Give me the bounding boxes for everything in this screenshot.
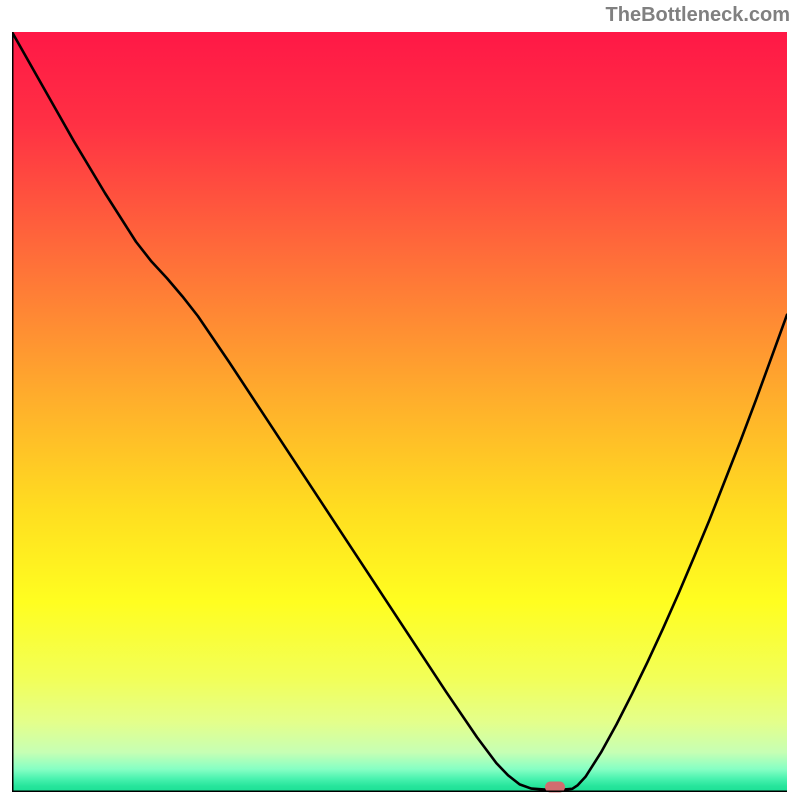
watermark-text: TheBottleneck.com	[606, 4, 790, 27]
bottleneck-curve	[12, 32, 787, 792]
plot-area	[12, 32, 787, 792]
optimum-marker	[545, 782, 565, 793]
bottleneck-chart: TheBottleneck.com	[0, 0, 800, 800]
